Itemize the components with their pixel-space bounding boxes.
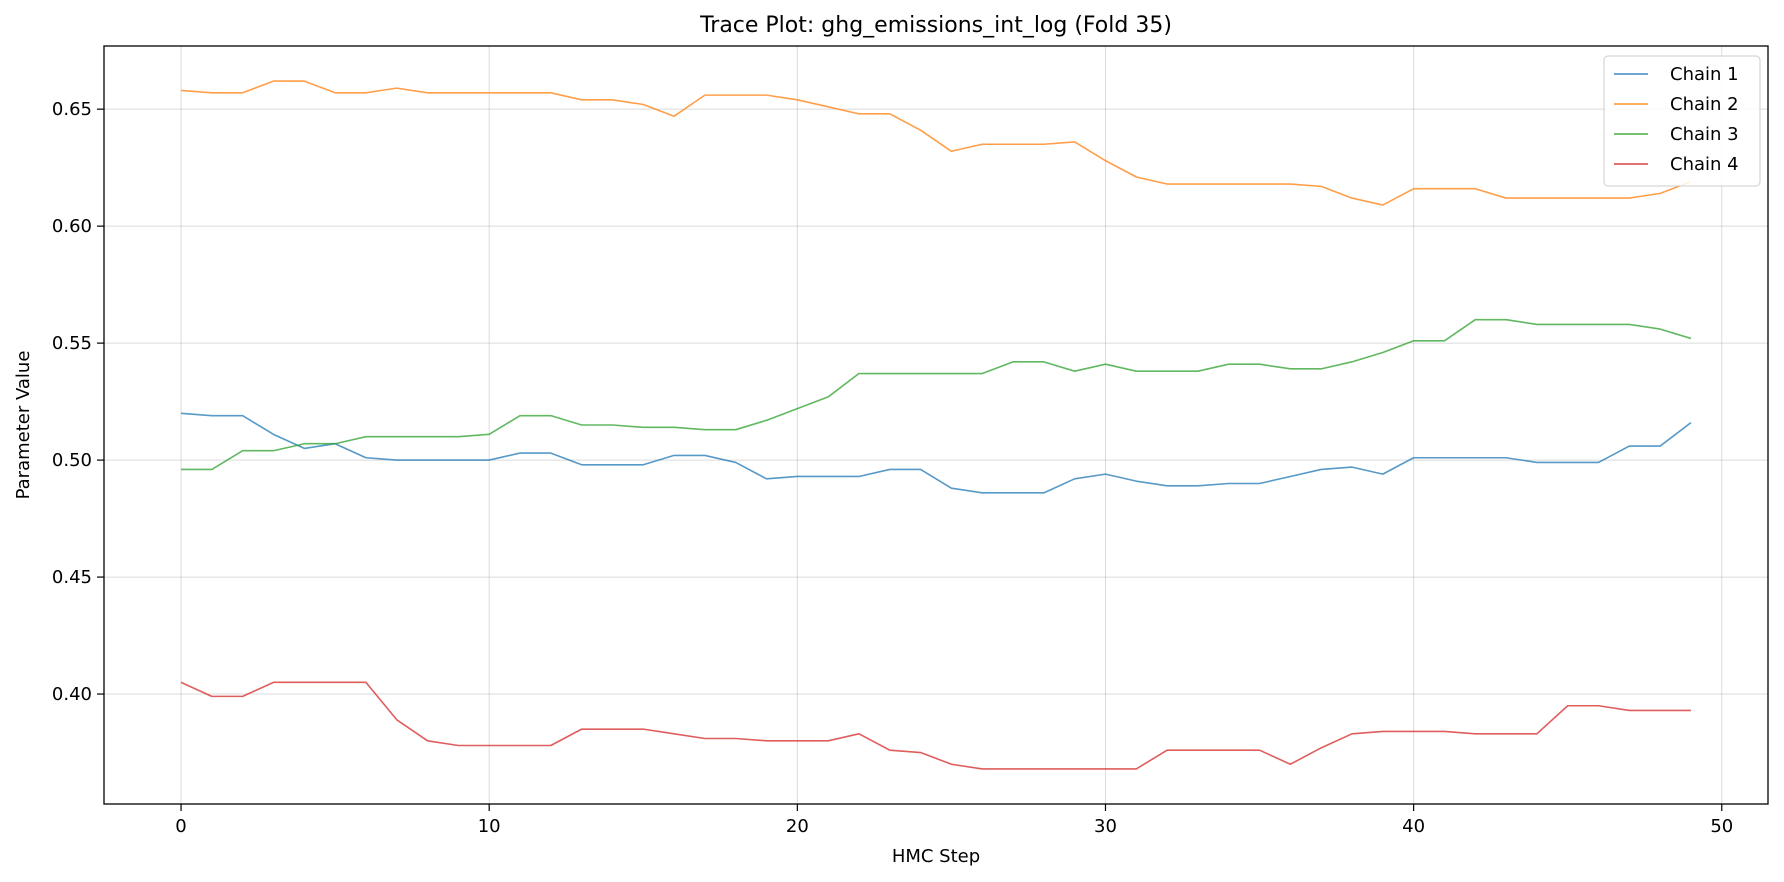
y-tick-label: 0.50: [52, 450, 92, 471]
axis-ticks: 0 10 20 30 40 50 0.40 0.45 0.50 0.55 0.60 0.65: [52, 99, 1733, 837]
grid: [104, 46, 1768, 804]
legend-box: [1603, 55, 1761, 187]
series-line-chain-4: [180, 681, 1691, 770]
x-tick-label: 30: [1094, 816, 1117, 837]
series-line-chain-2: [180, 80, 1692, 206]
x-tick-label: 20: [786, 816, 809, 837]
y-axis-label: Parameter Value: [13, 351, 34, 500]
x-tick-label: 10: [478, 816, 501, 837]
series-line-chain-1: [180, 412, 1692, 494]
y-tick-label: 0.40: [52, 684, 92, 705]
y-tick-label: 0.60: [52, 216, 92, 237]
plot-frame: [103, 45, 1769, 805]
legend-label-chain-4: Chain 4: [1670, 154, 1739, 175]
x-tick-label: 0: [175, 816, 186, 837]
legend: Chain 1 Chain 2 Chain 3 Chain 4: [1603, 55, 1761, 187]
legend-label-chain-1: Chain 1: [1670, 64, 1739, 85]
x-axis-label: HMC Step: [892, 846, 980, 867]
series-lines: [180, 80, 1692, 770]
y-tick-label: 0.45: [52, 567, 92, 588]
legend-label-chain-2: Chain 2: [1670, 94, 1739, 115]
x-tick-label: 40: [1402, 816, 1425, 837]
y-tick-label: 0.55: [52, 333, 92, 354]
legend-label-chain-3: Chain 3: [1670, 124, 1739, 145]
y-tick-label: 0.65: [52, 99, 92, 120]
chart-title: Trace Plot: ghg_emissions_int_log (Fold …: [699, 13, 1172, 38]
series-line-chain-3: [181, 318, 1692, 471]
x-tick-label: 50: [1710, 816, 1733, 837]
